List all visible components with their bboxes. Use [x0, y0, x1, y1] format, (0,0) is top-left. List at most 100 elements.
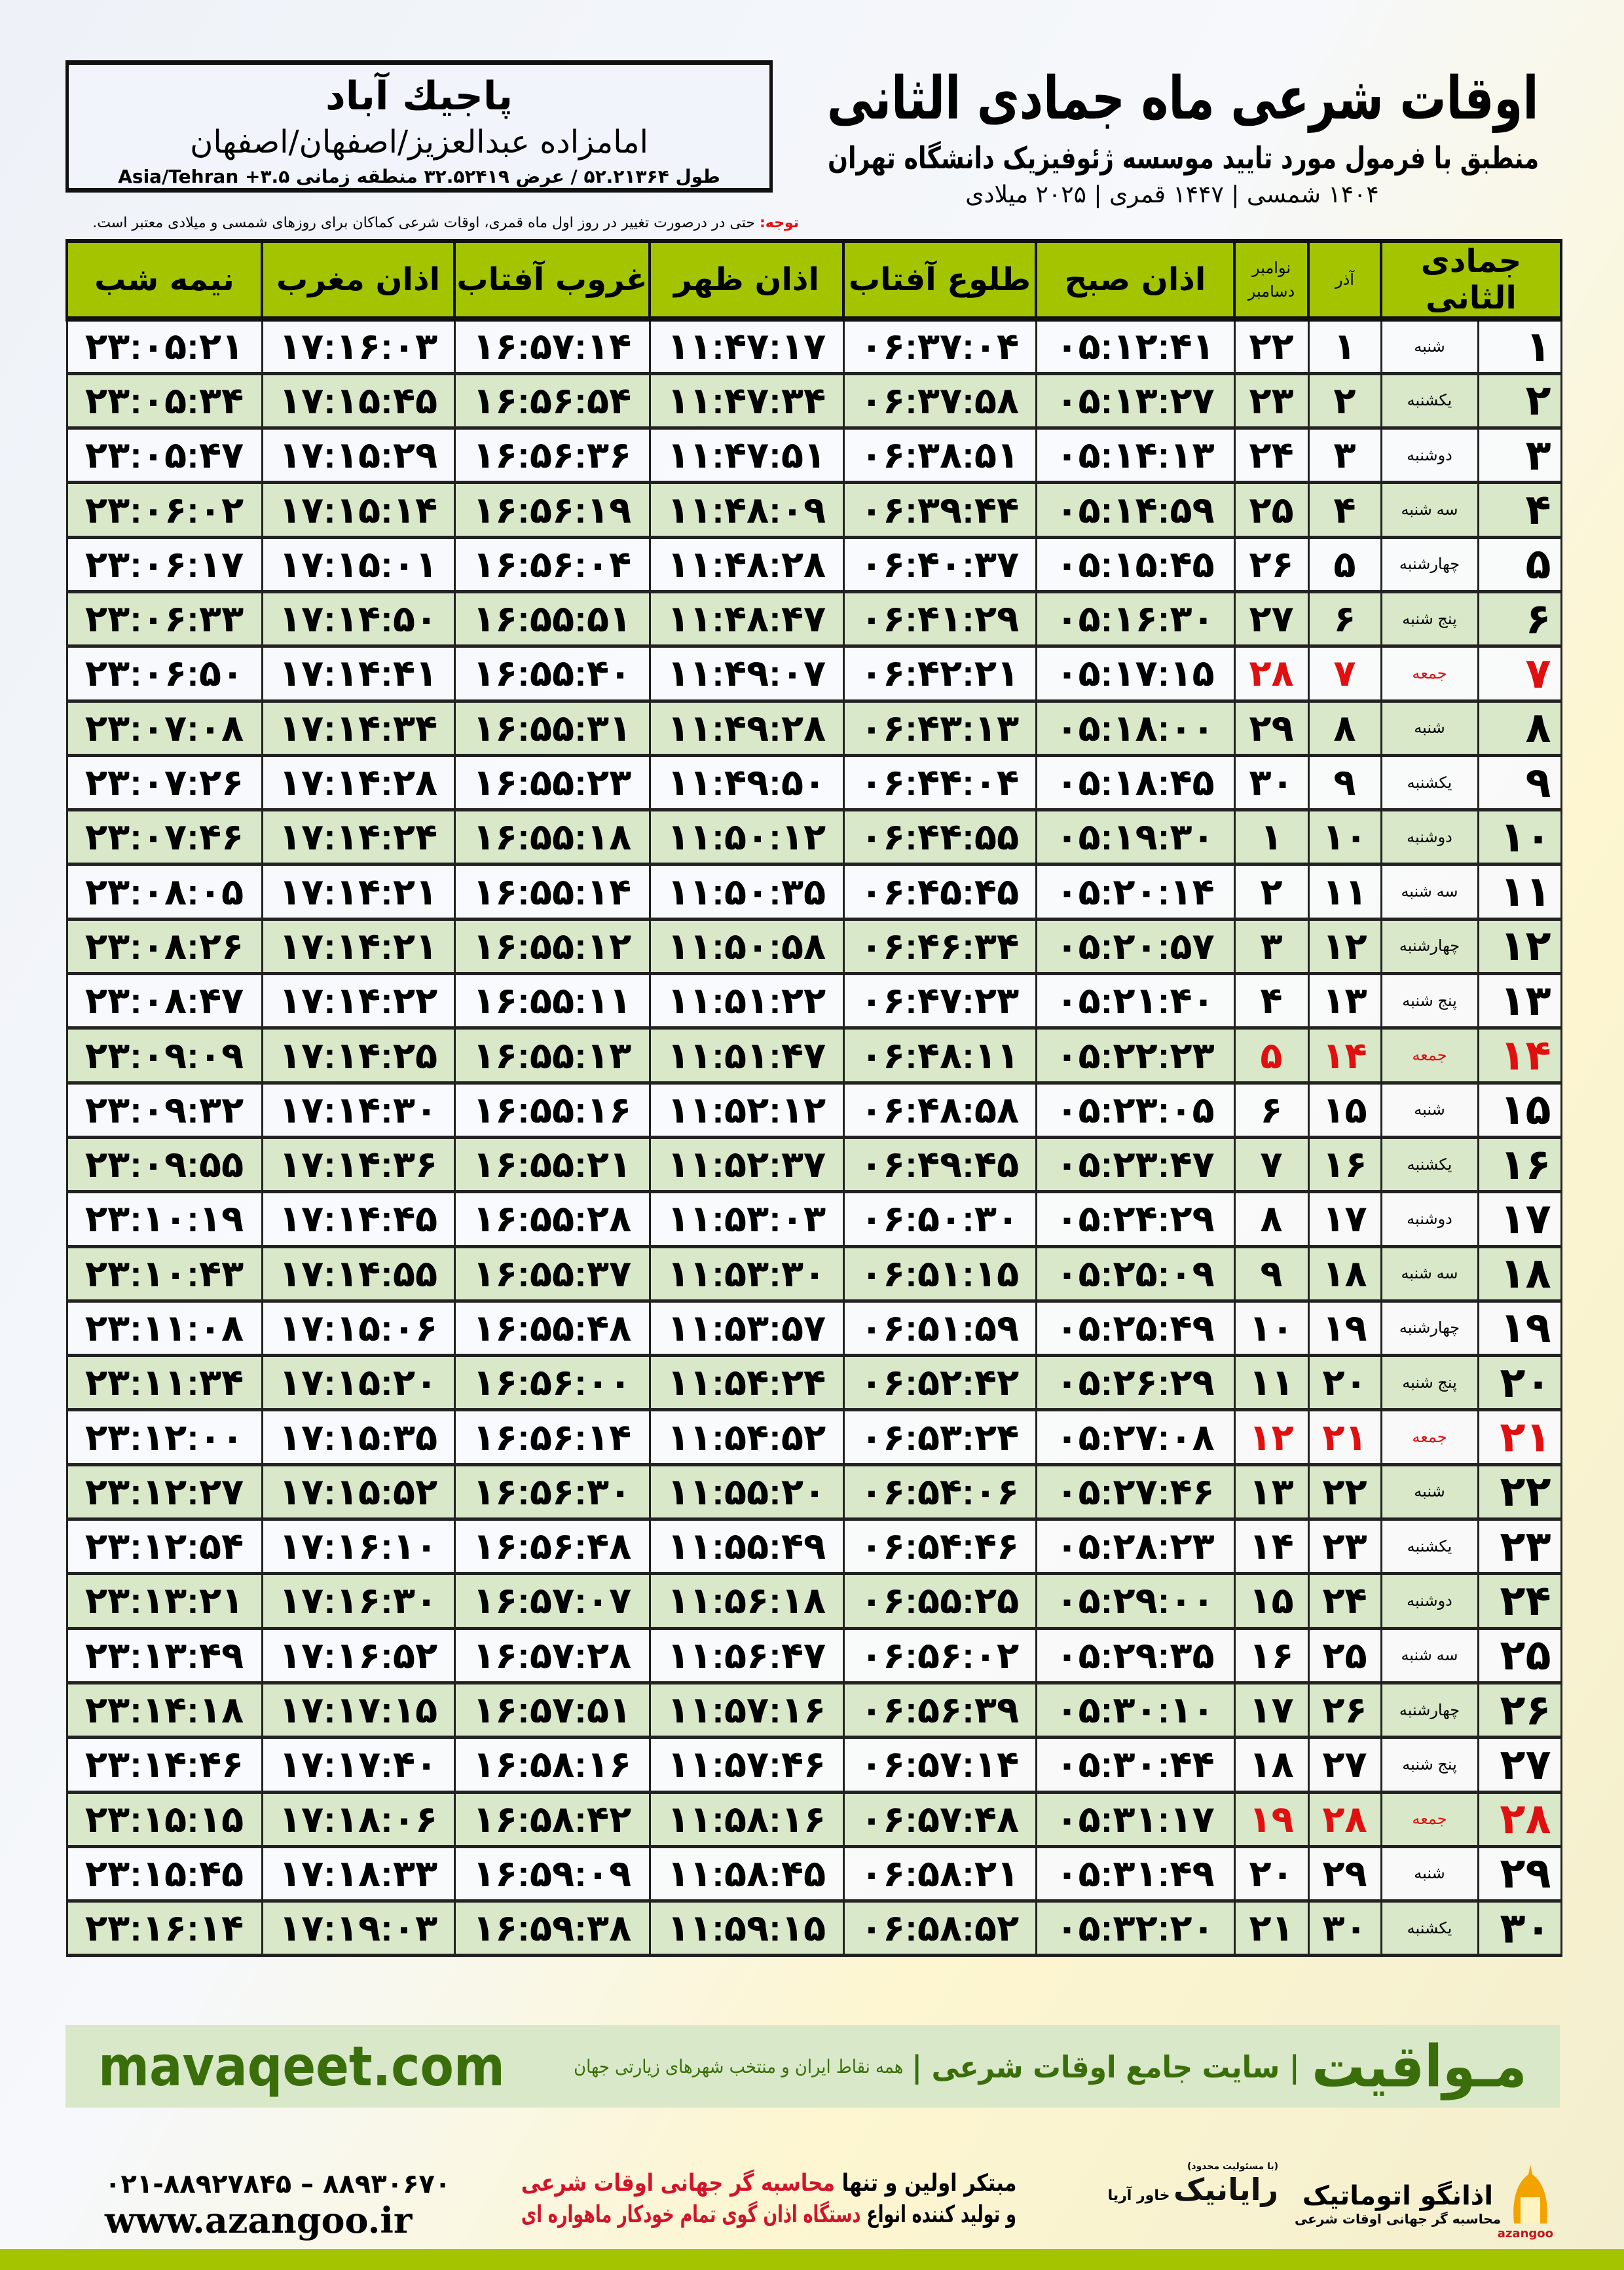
sunrise-time-cell: ۰۶:۵۷:۱۴: [842, 1736, 1037, 1794]
weekday: پنج شنبه: [1402, 1755, 1457, 1774]
fajr-time: ۰۵:۱۳:۲۷: [1056, 379, 1215, 421]
dhuhr-time: ۱۱:۵۱:۲۲: [667, 980, 826, 1022]
azar-day-cell: ۴: [1307, 481, 1382, 539]
azar-day-cell: ۱۳: [1307, 973, 1382, 1030]
weekday: یکشنبه: [1407, 773, 1452, 792]
dhuhr-time-cell: ۱۱:۵۳:۵۷: [648, 1299, 845, 1358]
sunset-time-cell: ۱۶:۵۸:۴۲: [453, 1791, 651, 1848]
gregorian-day: ۷: [1260, 1144, 1283, 1185]
sunrise-time: ۰۶:۵۴:۴۶: [860, 1525, 1020, 1567]
fajr-time-cell: ۰۵:۱۸:۰۰: [1035, 699, 1236, 757]
weekday: دوشنبه: [1407, 446, 1452, 464]
banner-website-link[interactable]: mavaqeet.com: [98, 2034, 505, 2098]
sunset-time: ۱۶:۵۶:۱۴: [472, 1416, 632, 1458]
weekday-cell: جمعه: [1380, 1409, 1479, 1466]
fajr-time: ۰۵:۱۷:۱۵: [1056, 652, 1215, 694]
gregorian-day: ۱: [1260, 816, 1283, 858]
coords-line: طول ۵۲.۲۱۳۶۴ / عرض ۳۲.۵۲۴۱۹ منطقه زمانی …: [79, 162, 759, 192]
fajr-time: ۰۵:۲۹:۳۵: [1056, 1634, 1215, 1676]
day-number-cell: ۱۳: [1477, 973, 1562, 1030]
azar-day-cell: ۵: [1307, 536, 1382, 593]
azangoo-website-link[interactable]: www.azangoo.ir: [105, 2199, 413, 2241]
weekday: سه شنبه: [1401, 883, 1458, 901]
table-row: ۱۲ چهارشنبه ۱۲ ۳ ۰۵:۲۰:۵۷ ۰۶:۴۶:۳۴ ۱۱:۵۰:۵۸ ۱۶:…: [65, 918, 1562, 976]
azar-day: ۷: [1333, 652, 1356, 694]
gregorian-day: ۱۳: [1249, 1470, 1294, 1512]
gregorian-day-cell: ۲۳: [1233, 372, 1310, 430]
day-number: ۱۳: [1500, 977, 1551, 1024]
maghrib-time: ۱۷:۱۵:۱۴: [278, 489, 438, 530]
azar-day-cell: ۹: [1307, 754, 1382, 812]
website-line: www.azangoo.ir: [105, 2201, 511, 2240]
fajr-time: ۰۵:۱۸:۰۰: [1056, 707, 1215, 749]
weekday-cell: شنبه: [1380, 1463, 1479, 1521]
fajr-time: ۰۵:۲۳:۴۷: [1056, 1144, 1215, 1185]
gregorian-day: ۱۰: [1249, 1307, 1294, 1349]
sunset-time-cell: ۱۶:۵۶:۱۴: [453, 1409, 651, 1466]
sunrise-time-cell: ۰۶:۵۶:۳۹: [842, 1681, 1037, 1740]
midnight-time-cell: ۲۳:۰۸:۲۶: [65, 918, 263, 976]
sunrise-time: ۰۶:۴۵:۴۵: [860, 870, 1020, 912]
gregorian-day-cell: ۴: [1233, 973, 1310, 1030]
weekday: شنبه: [1414, 719, 1445, 737]
fajr-time: ۰۵:۳۱:۱۷: [1056, 1798, 1215, 1840]
subtitle-line: منطبق با فرمول مورد تایید موسسه ژئوفیزیک…: [805, 138, 1539, 178]
maghrib-time: ۱۷:۱۶:۱۰: [278, 1525, 438, 1567]
col-gregorian-bottom: دسامبر: [1247, 282, 1295, 301]
table-row: ۱۸ سه شنبه ۱۸ ۹ ۰۵:۲۵:۰۹ ۰۶:۵۱:۱۵ ۱۱:۵۳:۳۰ ۱۶:۵…: [65, 1245, 1562, 1303]
fajr-time-cell: ۰۵:۳۱:۱۷: [1035, 1791, 1236, 1848]
dhuhr-time: ۱۱:۴۹:۵۰: [667, 762, 826, 804]
midnight-time: ۲۳:۱۵:۱۵: [84, 1798, 244, 1840]
banner-slogan: | سایت جامع اوقات شرعی |: [912, 2049, 1300, 2085]
sunset-time-cell: ۱۶:۵۵:۱۱: [453, 973, 651, 1030]
maghrib-time-cell: ۱۷:۱۴:۲۱: [261, 918, 456, 976]
note: توجه: حتی در درصورت تغییر در روز اول ماه…: [65, 214, 799, 233]
maghrib-time: ۱۷:۱۸:۰۶: [278, 1798, 438, 1840]
gregorian-day: ۲۴: [1249, 434, 1294, 476]
sunset-time-cell: ۱۶:۵۶:۵۴: [453, 372, 651, 430]
promo-line-1: مبتکر اولین و تنها محاسبه گر جهانی اوقات…: [506, 2168, 1016, 2199]
midnight-time-cell: ۲۳:۱۵:۴۵: [65, 1845, 263, 1903]
weekday: شنبه: [1414, 337, 1445, 356]
maghrib-time-cell: ۱۷:۱۷:۱۵: [261, 1681, 456, 1740]
midnight-time-cell: ۲۳:۱۱:۰۸: [65, 1299, 263, 1358]
sunrise-time-cell: ۰۶:۵۱:۵۹: [842, 1299, 1037, 1358]
azar-day-cell: ۷: [1307, 645, 1382, 703]
sunrise-time: ۰۶:۴۶:۳۴: [860, 925, 1020, 967]
sunrise-time: ۰۶:۵۱:۵۹: [860, 1307, 1020, 1349]
dhuhr-time-cell: ۱۱:۵۴:۵۲: [648, 1409, 845, 1466]
day-number: ۷: [1525, 649, 1551, 697]
table-row: ۱۱ سه شنبه ۱۱ ۲ ۰۵:۲۰:۱۴ ۰۶:۴۵:۴۵ ۱۱:۵۰:۳۵ ۱۶:۵…: [65, 863, 1562, 921]
sunset-time: ۱۶:۵۶:۰۴: [472, 543, 632, 585]
maghrib-time: ۱۷:۱۵:۰۶: [278, 1307, 438, 1349]
dhuhr-time: ۱۱:۵۳:۳۰: [667, 1252, 826, 1294]
dhuhr-time: ۱۱:۵۷:۴۶: [667, 1743, 826, 1785]
sunset-time-cell: ۱۶:۵۶:۱۹: [453, 481, 651, 539]
dhuhr-time: ۱۱:۵۴:۲۴: [667, 1362, 826, 1404]
midnight-time: ۲۳:۰۸:۲۶: [84, 925, 244, 967]
maghrib-time: ۱۷:۱۴:۲۱: [278, 870, 438, 912]
weekday-cell: سه شنبه: [1380, 1627, 1479, 1684]
day-number-cell: ۶: [1477, 590, 1562, 648]
fajr-time-cell: ۰۵:۳۰:۴۴: [1035, 1736, 1236, 1794]
sunset-time-cell: ۱۶:۵۵:۱۴: [453, 863, 651, 921]
dhuhr-time-cell: ۱۱:۵۸:۱۶: [648, 1791, 845, 1848]
sunrise-time: ۰۶:۵۷:۴۸: [860, 1798, 1020, 1840]
dhuhr-time-cell: ۱۱:۵۷:۱۶: [648, 1681, 845, 1740]
sunrise-time: ۰۶:۵۳:۲۴: [860, 1416, 1020, 1458]
fajr-time: ۰۵:۱۶:۳۰: [1056, 598, 1215, 640]
azar-day-cell: ۳۰: [1307, 1900, 1382, 1958]
sunset-time-cell: ۱۶:۵۵:۵۱: [453, 590, 651, 648]
maghrib-time-cell: ۱۷:۱۵:۰۶: [261, 1299, 456, 1358]
maghrib-time: ۱۷:۱۸:۳۳: [278, 1852, 438, 1894]
weekday-cell: سه شنبه: [1380, 1245, 1479, 1303]
azar-day-cell: ۲۰: [1307, 1354, 1382, 1412]
midnight-time-cell: ۲۳:۱۰:۴۳: [65, 1245, 263, 1303]
dhuhr-time: ۱۱:۵۸:۱۶: [667, 1798, 826, 1840]
sunset-time: ۱۶:۵۸:۱۶: [472, 1743, 632, 1785]
table-row: ۲۸ جمعه ۲۸ ۱۹ ۰۵:۳۱:۱۷ ۰۶:۵۷:۴۸ ۱۱:۵۸:۱۶ ۱۶:۵۸:…: [65, 1791, 1562, 1848]
dhuhr-time-cell: ۱۱:۵۰:۳۵: [648, 863, 845, 921]
azar-day-cell: ۱۰: [1307, 809, 1382, 866]
maghrib-time: ۱۷:۱۵:۲۹: [278, 434, 438, 476]
sunrise-time: ۰۶:۵۸:۲۱: [860, 1852, 1020, 1894]
